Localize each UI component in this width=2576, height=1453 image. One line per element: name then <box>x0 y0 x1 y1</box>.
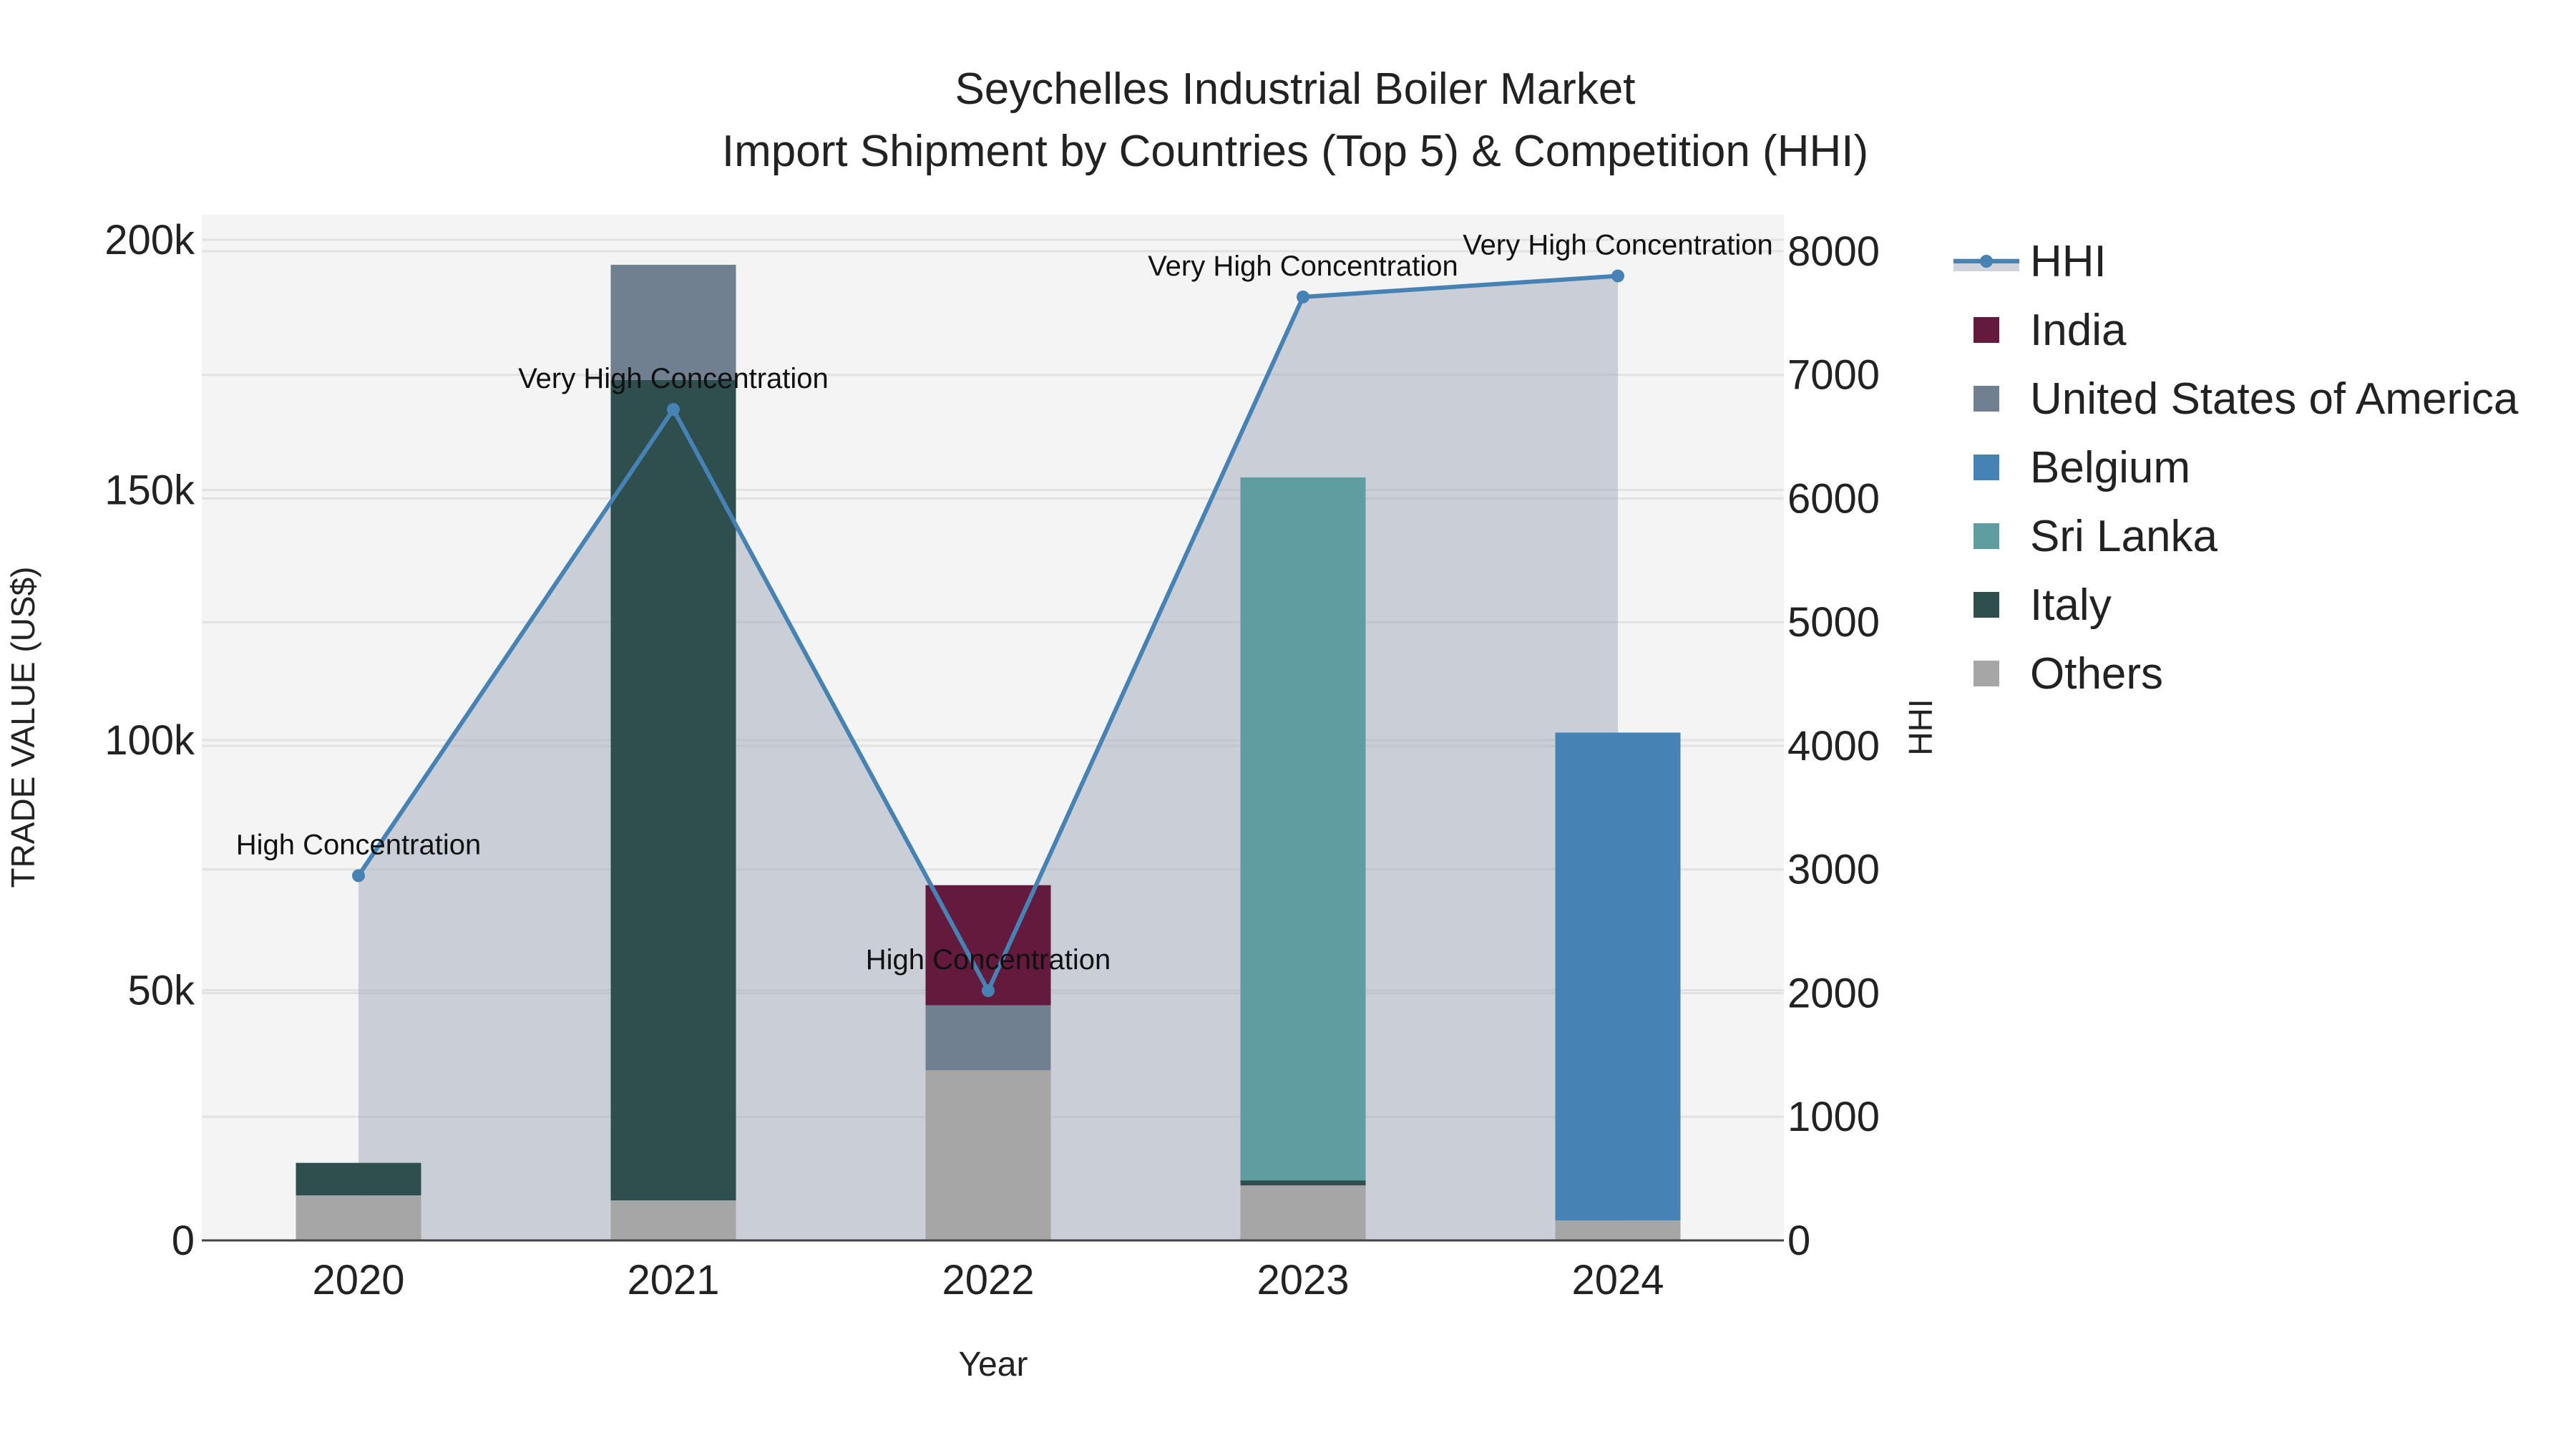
hhi-annotation: Very High Concentration <box>518 363 829 394</box>
y2-tick-label: 0 <box>1787 1218 1810 1264</box>
hhi-point <box>352 869 365 883</box>
y-tick-label: 150k <box>104 467 195 513</box>
legend-swatch <box>1974 455 1999 480</box>
legend-item-label[interactable]: Italy <box>2030 580 2112 630</box>
y-tick-label: 0 <box>172 1218 195 1264</box>
x-tick-label: 2020 <box>312 1257 404 1303</box>
bar-others-2024 <box>1555 1220 1681 1240</box>
y2-tick-label: 2000 <box>1787 970 1880 1016</box>
hhi-annotation: High Concentration <box>236 829 481 860</box>
legend-item-label[interactable]: Others <box>2030 649 2163 699</box>
hhi-annotation: High Concentration <box>866 944 1111 976</box>
y2-tick-label: 1000 <box>1787 1094 1880 1140</box>
hhi-annotation: Very High Concentration <box>1463 230 1773 261</box>
chart-title: Seychelles Industrial Boiler Market <box>955 64 1635 114</box>
hhi-point <box>1611 269 1624 283</box>
bar-italy-2023 <box>1240 1180 1366 1186</box>
hhi-point <box>667 403 680 417</box>
hhi-annotation: Very High Concentration <box>1148 251 1458 282</box>
y2-tick-label: 6000 <box>1787 475 1880 522</box>
legend: HHI India United States of America Belgium S… <box>1953 237 2519 699</box>
x-tick-label: 2022 <box>942 1257 1034 1303</box>
bar-others-2020 <box>296 1195 421 1240</box>
x-axis-title: Year <box>959 1346 1028 1384</box>
bar-sri-lanka-2023 <box>1240 477 1366 1181</box>
y2-tick-label: 4000 <box>1787 723 1880 769</box>
y-axis-title: TRADE VALUE (US$) <box>4 566 42 888</box>
bar-others-2022 <box>925 1070 1051 1240</box>
y-tick-label: 200k <box>104 217 195 263</box>
legend-swatch <box>1974 386 1999 412</box>
y-tick-label: 50k <box>127 967 195 1014</box>
bar-others-2021 <box>610 1200 736 1240</box>
legend-swatch <box>1974 523 1999 549</box>
bar-united-states-of-america-2022 <box>925 1005 1051 1071</box>
bar-others-2023 <box>1240 1185 1366 1240</box>
bar-united-states-of-america-2021 <box>610 264 736 380</box>
bar-italy-2021 <box>610 379 736 1201</box>
y2-tick-label: 3000 <box>1787 847 1880 893</box>
x-tick-label: 2021 <box>627 1257 719 1303</box>
y2-tick-label: 7000 <box>1787 352 1880 399</box>
y2-tick-label: 8000 <box>1787 228 1880 275</box>
legend-swatch <box>1974 661 1999 686</box>
legend-item-label[interactable]: United States of America <box>2030 374 2519 424</box>
y2-tick-label: 5000 <box>1787 599 1880 646</box>
bar-italy-2020 <box>296 1162 421 1196</box>
legend-item-label[interactable]: HHI <box>2030 237 2107 286</box>
bar-belgium-2024 <box>1555 732 1681 1221</box>
y2-axis-title: HHI <box>1902 699 1939 755</box>
y-tick-label: 100k <box>104 717 195 764</box>
chart-subtitle: Import Shipment by Countries (Top 5) & C… <box>722 127 1868 176</box>
x-tick-label: 2024 <box>1571 1257 1664 1303</box>
legend-swatch <box>1974 592 1999 618</box>
legend-hhi-marker-icon <box>1980 255 1993 268</box>
x-tick-label: 2023 <box>1257 1257 1349 1303</box>
legend-item-label[interactable]: India <box>2030 306 2127 355</box>
legend-swatch <box>1974 317 1999 343</box>
hhi-point <box>982 984 995 998</box>
hhi-point <box>1297 290 1309 303</box>
legend-item-label[interactable]: Belgium <box>2030 443 2190 492</box>
legend-item-label[interactable]: Sri Lanka <box>2030 512 2218 561</box>
